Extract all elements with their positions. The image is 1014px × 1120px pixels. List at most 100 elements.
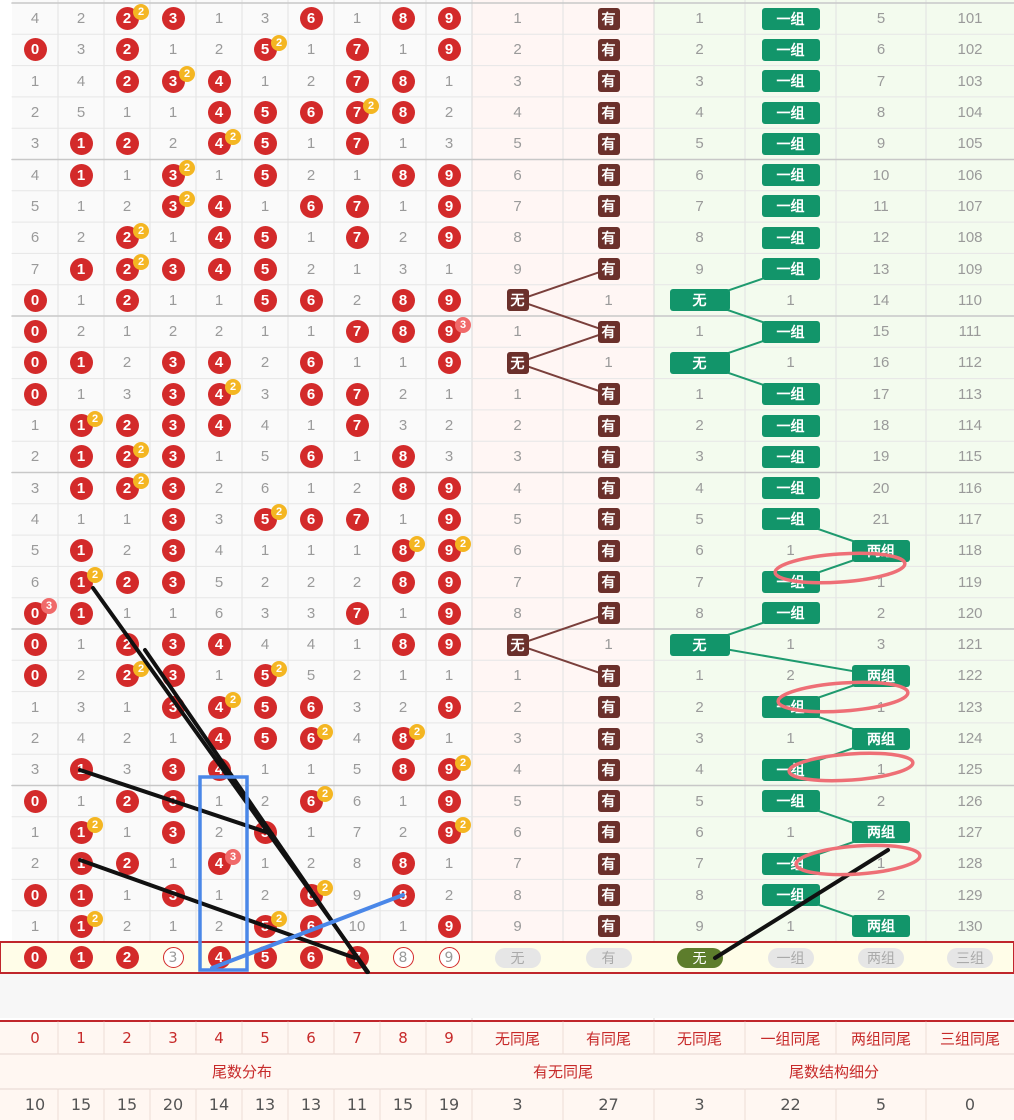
miss-count: 7	[695, 197, 704, 215]
digit-ball: 1	[69, 445, 93, 469]
miss-count: 2	[260, 354, 270, 372]
issue-number: 108	[957, 229, 983, 247]
issue-number: 106	[957, 166, 983, 184]
one-group-tag: 一组	[761, 571, 820, 594]
miss-count: 16	[872, 354, 890, 372]
miss-count: 3	[513, 730, 522, 748]
filter-pill[interactable]: 一组	[767, 947, 814, 968]
select-digit-6[interactable]: 6	[299, 946, 323, 969]
digit-ball: 6	[299, 914, 323, 938]
digit-ball: 8	[391, 445, 415, 469]
digit-ball: 0	[23, 789, 47, 813]
miss-count: 1	[76, 385, 86, 403]
miss-count: 4	[695, 479, 704, 497]
miss-count: 4	[513, 104, 522, 122]
miss-count: 1	[786, 730, 795, 748]
select-digit-5[interactable]: 5	[253, 946, 277, 969]
select-digit-0[interactable]: 0	[23, 946, 47, 969]
filter-pill[interactable]: 有	[585, 947, 632, 968]
column-header: 1	[76, 1029, 86, 1047]
miss-count: 1	[695, 323, 704, 341]
miss-count: 9	[513, 917, 522, 935]
select-digit-3[interactable]: 3	[162, 947, 184, 968]
filter-pill[interactable]: 无	[494, 947, 541, 968]
repeat-badge: 2	[133, 441, 149, 458]
miss-count: 1	[444, 72, 454, 90]
miss-count: 4	[513, 761, 522, 779]
digit-ball: 9	[437, 288, 461, 312]
select-digit-2[interactable]: 2	[115, 946, 139, 969]
one-group-tag: 一组	[761, 696, 820, 719]
miss-count: 1	[352, 166, 362, 184]
miss-count: 8	[695, 229, 704, 247]
digit-ball: 1	[69, 476, 93, 500]
no-same-tail-green-tag: 无	[669, 633, 730, 656]
miss-count: 8	[513, 229, 522, 247]
filter-pill[interactable]: 无	[676, 947, 723, 968]
select-digit-4[interactable]: 4	[207, 946, 231, 969]
has-same-tail-tag: 有	[597, 790, 620, 813]
digit-ball: 4	[207, 101, 231, 125]
miss-count: 1	[352, 260, 362, 278]
digit-ball: 1	[69, 132, 93, 156]
digit-ball: 9	[437, 163, 461, 187]
miss-count: 2	[76, 323, 86, 341]
miss-count: 3	[122, 761, 132, 779]
miss-count: 8	[695, 886, 704, 904]
miss-count: 1	[122, 886, 132, 904]
repeat-badge: 2	[133, 660, 149, 677]
column-total: 13	[254, 1095, 276, 1114]
filter-pill[interactable]: 两组	[858, 947, 904, 968]
miss-count: 6	[695, 166, 704, 184]
one-group-tag: 一组	[761, 884, 820, 907]
miss-count: 5	[260, 448, 270, 466]
one-group-tag: 一组	[761, 7, 820, 30]
has-same-tail-tag: 有	[597, 383, 620, 406]
group-header: 尾数分布	[211, 1063, 272, 1081]
digit-ball: 9	[437, 914, 461, 938]
issue-number: 123	[957, 698, 983, 716]
select-digit-8[interactable]: 8	[392, 947, 414, 968]
select-digit-9[interactable]: 9	[438, 947, 460, 968]
digit-ball: 3	[161, 695, 185, 719]
has-same-tail-tag: 有	[597, 414, 620, 437]
miss-count: 1	[260, 72, 270, 90]
digit-ball: 3	[161, 664, 185, 688]
one-group-tag: 一组	[761, 195, 820, 218]
repeat-badge: 2	[271, 34, 287, 51]
miss-count: 12	[872, 229, 890, 247]
miss-count: 1	[260, 197, 270, 215]
miss-count: 1	[876, 855, 886, 873]
miss-count: 1	[398, 135, 408, 153]
digit-ball: 6	[299, 288, 323, 312]
digit-ball: 2	[115, 852, 139, 876]
digit-ball: 4	[207, 132, 231, 156]
digit-ball: 9	[437, 351, 461, 375]
miss-count: 1	[76, 792, 86, 810]
filter-pill[interactable]: 三组	[947, 947, 993, 968]
miss-count: 3	[30, 761, 40, 779]
digit-ball: 0	[23, 664, 47, 688]
miss-count: 2	[398, 385, 408, 403]
two-group-tag: 两组	[852, 664, 910, 687]
miss-count: 2	[30, 855, 40, 873]
digit-ball: 1	[69, 257, 93, 281]
one-group-tag: 一组	[761, 758, 820, 781]
miss-count: 2	[214, 41, 224, 59]
miss-count: 5	[513, 792, 522, 810]
two-group-tag: 两组	[852, 539, 910, 562]
miss-count: 2	[352, 291, 362, 309]
has-same-tail-tag: 有	[597, 38, 620, 61]
miss-count: 5	[695, 792, 704, 810]
repeat-badge: 2	[133, 3, 149, 20]
digit-ball: 5	[253, 132, 277, 156]
digit-ball: 5	[253, 507, 277, 531]
miss-count: 7	[513, 573, 522, 591]
digit-ball: 3	[161, 351, 185, 375]
digit-ball: 8	[391, 633, 415, 657]
select-digit-1[interactable]: 1	[69, 946, 93, 969]
select-digit-7[interactable]: 7	[345, 946, 369, 969]
digit-ball: 6	[299, 7, 323, 31]
column-header: 一组同尾	[760, 1029, 821, 1048]
digit-ball: 8	[391, 727, 415, 751]
